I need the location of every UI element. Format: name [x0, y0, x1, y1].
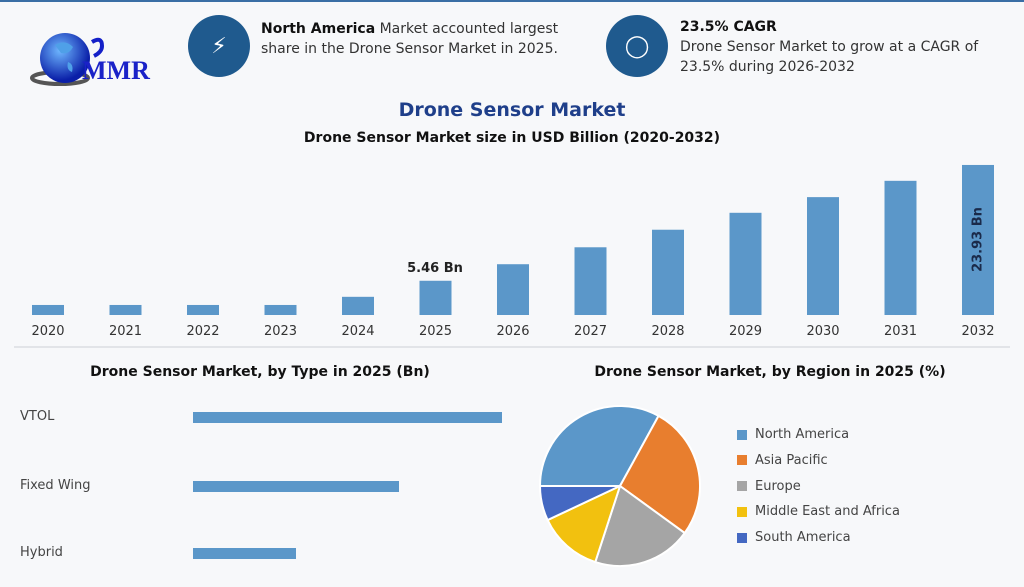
- type-chart-title: Drone Sensor Market, by Type in 2025 (Bn…: [90, 364, 430, 380]
- year-label: 2023: [263, 324, 298, 339]
- legend-item: North America: [737, 427, 849, 442]
- legend-item: Middle East and Africa: [737, 504, 900, 519]
- legend-item: Europe: [737, 479, 801, 494]
- year-label: 2027: [573, 324, 608, 339]
- year-label: 2029: [728, 324, 763, 339]
- north-america-card: North America Market accounted largest s…: [261, 19, 581, 59]
- bar-2028: [652, 229, 684, 315]
- chart-subtitle: Drone Sensor Market size in USD Billion …: [303, 130, 721, 146]
- card-highlight: North America: [261, 21, 376, 37]
- legend-label: North America: [755, 427, 850, 442]
- type-bar-fixed-wing: [193, 481, 399, 492]
- chart-title: Drone Sensor Market: [398, 99, 626, 121]
- bar-2022: [187, 304, 219, 315]
- type-label: Fixed Wing: [20, 478, 91, 493]
- bar-2021: [109, 304, 142, 315]
- bar-2026: [497, 264, 529, 315]
- bar-2030: [807, 197, 839, 315]
- year-label: 2032: [961, 324, 995, 339]
- legend-item: Asia Pacific: [737, 453, 828, 468]
- bar-2025: [419, 280, 452, 315]
- pie-slice-europe: [594, 484, 687, 567]
- pie-slice-north-america: [538, 405, 660, 487]
- flame-icon: ◯: [606, 15, 668, 77]
- legend-swatch: [737, 455, 747, 466]
- section-divider: [14, 346, 1010, 348]
- pie-slice-asia-pacific: [618, 414, 701, 535]
- mmr-logo: MMR: [20, 20, 155, 90]
- lightning-icon: ⚡︎: [188, 15, 250, 77]
- label-2032: 23.93 Bn: [970, 207, 986, 272]
- market-size-bar-chart: [32, 164, 994, 315]
- year-label: 2025: [418, 324, 453, 339]
- cagr-title: 23.5% CAGR: [680, 19, 777, 35]
- year-label: 2020: [31, 324, 65, 339]
- logo-text: MMR: [82, 56, 150, 85]
- year-label: 2026: [496, 324, 530, 339]
- label-2025: 5.46 Bn: [407, 261, 463, 276]
- year-label: 2024: [341, 324, 375, 339]
- legend-swatch: [737, 429, 747, 440]
- bar-2020: [32, 304, 64, 315]
- legend-label: Asia Pacific: [755, 452, 828, 468]
- type-bar-hybrid: [193, 548, 296, 559]
- pie-slice-south-america: [538, 485, 621, 522]
- legend-swatch: [737, 532, 747, 543]
- bar-2027: [574, 247, 607, 315]
- cagr-card: 23.5% CAGR Drone Sensor Market to grow a…: [680, 17, 1010, 77]
- legend-label: Middle East and Africa: [755, 504, 900, 520]
- bar-2029: [729, 212, 762, 315]
- legend-item: South America: [737, 530, 851, 545]
- legend-label: South America: [755, 530, 851, 546]
- type-label: VTOL: [20, 409, 55, 424]
- cagr-text: Drone Sensor Market to grow at a CAGR of…: [680, 39, 979, 75]
- legend-swatch: [737, 481, 747, 492]
- pie-slice-middle-east-and-africa: [546, 484, 622, 564]
- year-label: 2030: [806, 324, 840, 339]
- type-bar-vtol: [193, 412, 502, 423]
- bar-2024: [342, 296, 374, 315]
- bar-2032: [962, 164, 994, 315]
- bar-2023: [264, 304, 297, 315]
- card-text: Market accounted largest share in the Dr…: [261, 21, 559, 57]
- year-label: 2022: [186, 324, 220, 339]
- legend-swatch: [737, 506, 747, 517]
- bar-2031: [884, 180, 917, 315]
- year-label: 2031: [883, 324, 918, 339]
- legend-label: Europe: [755, 478, 801, 494]
- region-pie-chart: [538, 405, 701, 567]
- globe-icon: [30, 33, 105, 86]
- type-label: Hybrid: [20, 545, 63, 560]
- year-label: 2021: [108, 324, 143, 339]
- top-border: [0, 0, 1024, 2]
- region-chart-title: Drone Sensor Market, by Region in 2025 (…: [594, 364, 946, 380]
- year-label: 2028: [651, 324, 685, 339]
